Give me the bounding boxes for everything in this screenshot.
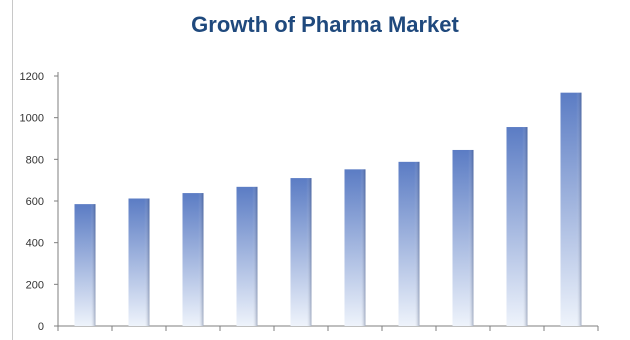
bar-shading — [182, 193, 204, 326]
bar-shading — [560, 92, 582, 327]
chart-title: Growth of Pharma Market — [191, 12, 459, 37]
y-tick-label: 0 — [38, 321, 44, 333]
y-tick-label: 200 — [26, 279, 44, 291]
bar-shading — [398, 161, 420, 326]
y-tick-label: 600 — [26, 196, 44, 208]
bar-shading — [506, 127, 528, 327]
y-tick-label: 1000 — [20, 113, 44, 125]
bar-shading — [344, 169, 366, 326]
bar-shading — [128, 198, 150, 326]
bar-shading — [452, 149, 474, 326]
y-tick-label: 800 — [26, 154, 44, 166]
bar-shading — [290, 178, 312, 326]
bar-shading — [236, 186, 258, 326]
bar-shading — [74, 204, 96, 326]
page-left-border — [12, 0, 13, 340]
y-tick-label: 1200 — [20, 71, 44, 83]
y-tick-label: 400 — [26, 238, 44, 250]
